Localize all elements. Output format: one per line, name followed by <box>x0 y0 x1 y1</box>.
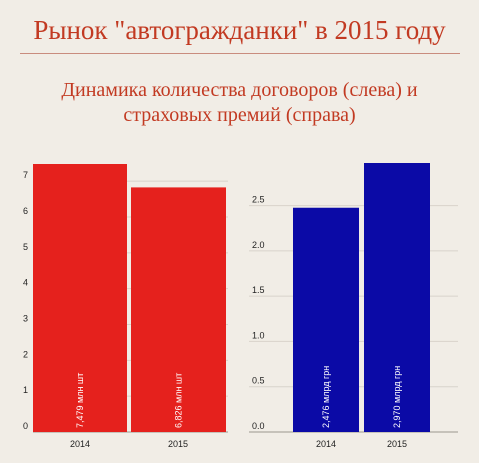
premiums-ytick-label: 2.0 <box>252 240 265 250</box>
contracts-bar-value-label: 7,479 млн шт <box>75 373 85 428</box>
premiums-ytick-label: 1.0 <box>252 330 265 340</box>
premiums-bar-2015 <box>364 163 430 432</box>
contracts-category-label: 2015 <box>168 439 188 449</box>
contracts-category-label: 2014 <box>70 439 90 449</box>
contracts-ytick-label: 6 <box>23 206 28 216</box>
premiums-ytick-label: 1.5 <box>252 285 265 295</box>
contracts-bar-2015 <box>131 187 226 432</box>
premiums-ytick-label: 2.5 <box>252 195 265 205</box>
premiums-category-label: 2015 <box>387 439 407 449</box>
contracts-ytick-label: 4 <box>23 278 28 288</box>
contracts-ytick-label: 5 <box>23 242 28 252</box>
chart-title: Рынок "автогражданки" в 2015 году <box>33 15 446 45</box>
premiums-bar-value-label: 2,476 млрд грн <box>321 366 331 428</box>
chart-subtitle: Динамика количества договоров (слева) и … <box>0 78 479 128</box>
contracts-ytick-label: 3 <box>23 313 28 323</box>
premiums-category-label: 2014 <box>316 439 336 449</box>
contracts-bar-value-label: 6,826 млн шт <box>174 373 184 428</box>
title-divider <box>20 53 460 54</box>
premiums-ytick-label: 0.0 <box>252 421 265 431</box>
subtitle-line-1: Динамика количества договоров (слева) и <box>61 79 418 101</box>
contracts-bar-2014 <box>33 164 127 432</box>
contracts-ytick-label: 1 <box>23 385 28 395</box>
subtitle-line-2: страховых премий (справа) <box>123 104 356 126</box>
premiums-bar-chart: 0.0 0.5 1.0 1.5 2.0 2.5 2,476 млрд грн 2014 2,97… <box>249 163 458 449</box>
contracts-ytick-label: 2 <box>23 349 28 359</box>
contracts-bar-chart: 0 1 2 3 4 5 6 7 7,479 млн шт 2014 6,826 млн шт 2015 <box>23 164 228 449</box>
contracts-ytick-label: 7 <box>23 170 28 180</box>
premiums-ytick-label: 0.5 <box>252 376 265 386</box>
premiums-bar-2014 <box>293 207 359 432</box>
premiums-bar-value-label: 2,970 млрд грн <box>392 366 402 428</box>
contracts-ytick-label: 0 <box>23 421 28 431</box>
